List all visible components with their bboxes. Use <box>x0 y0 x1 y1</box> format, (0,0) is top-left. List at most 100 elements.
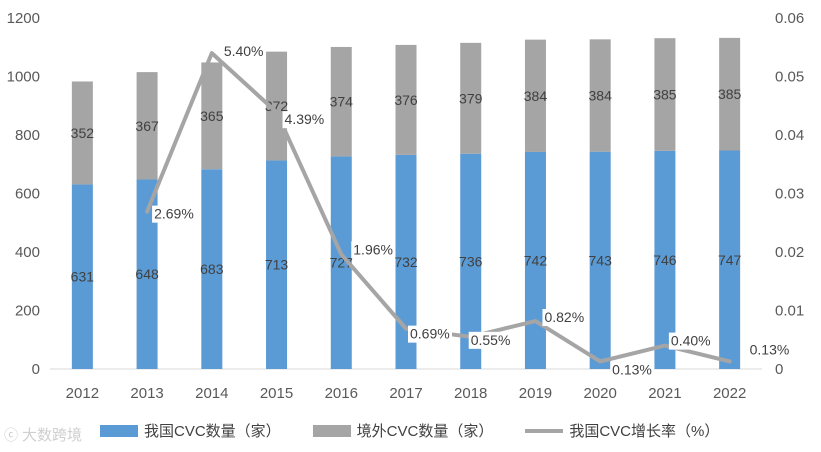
legend-label-growth: 我国CVC增长率（%） <box>569 423 720 440</box>
bar-domestic <box>524 151 546 369</box>
watermark-text: 大数跨境 <box>22 427 83 444</box>
line-label: 2.69% <box>154 206 194 222</box>
bar-label-overseas: 384 <box>524 88 548 104</box>
bar-overseas <box>524 39 546 152</box>
line-label-bg <box>351 241 396 259</box>
legend-swatch-domestic <box>100 424 138 437</box>
bar-label-domestic: 631 <box>71 269 95 285</box>
line-label: 0.82% <box>544 309 584 325</box>
y-tick-label: 600 <box>15 186 40 203</box>
y2-tick-label: 0 <box>775 361 783 378</box>
line-label: 0.69% <box>410 326 450 342</box>
bar-label-domestic: 713 <box>265 257 289 273</box>
legend-item-domestic: 我国CVC数量（家） <box>100 420 281 441</box>
legend-swatch-overseas <box>312 424 351 437</box>
line-label: 0.55% <box>471 332 511 348</box>
y-tick-label: 1000 <box>7 69 40 86</box>
bar-overseas <box>330 46 352 157</box>
bar-label-overseas: 385 <box>653 86 677 102</box>
bar-label-domestic: 747 <box>718 252 742 268</box>
y-tick-label: 1200 <box>7 10 40 27</box>
bar-overseas <box>395 44 417 155</box>
line-label-bg <box>221 43 266 61</box>
y2-tick-label: 0.01 <box>775 303 804 320</box>
watermark: ⓒ 大数跨境 <box>4 424 82 445</box>
watermark-icon: ⓒ <box>4 427 18 443</box>
x-tick-label: 2015 <box>260 385 293 402</box>
bar-label-domestic: 648 <box>135 266 159 282</box>
line-label-bg <box>747 341 792 359</box>
line-label-bg <box>668 332 713 350</box>
line-label: 0.13% <box>612 361 652 377</box>
bar-label-overseas: 367 <box>135 118 159 134</box>
y-tick-label: 0 <box>32 361 40 378</box>
x-tick-label: 2013 <box>130 385 163 402</box>
line-label: 0.13% <box>750 341 790 357</box>
line-label-bg <box>408 325 452 343</box>
bar-domestic <box>589 151 611 369</box>
x-tick-label: 2017 <box>389 385 422 402</box>
line-label: 5.40% <box>224 43 264 59</box>
bar-label-overseas: 384 <box>589 88 613 104</box>
x-tick-label: 2018 <box>454 385 487 402</box>
line-label: 0.40% <box>671 333 711 349</box>
bar-overseas <box>654 38 676 151</box>
x-tick-label: 2014 <box>195 385 228 402</box>
legend: 我国CVC数量（家） 境外CVC数量（家） 我国CVC增长率（%） <box>100 420 751 441</box>
bar-label-domestic: 732 <box>394 254 418 270</box>
bar-label-domestic: 746 <box>653 252 677 268</box>
bar-domestic <box>71 184 93 369</box>
bar-domestic <box>266 160 288 369</box>
bar-domestic <box>395 154 417 369</box>
bar-label-domestic: 742 <box>524 252 548 268</box>
bar-label-overseas: 372 <box>265 98 289 114</box>
bar-label-domestic: 743 <box>589 252 613 268</box>
bar-label-overseas: 352 <box>71 125 95 141</box>
bar-domestic <box>136 179 158 369</box>
x-tick-label: 2016 <box>325 385 358 402</box>
bar-domestic <box>460 153 482 369</box>
bar-domestic <box>201 169 223 369</box>
legend-item-growth: 我国CVC增长率（%） <box>525 420 719 441</box>
x-tick-label: 2022 <box>713 385 746 402</box>
y2-tick-label: 0.06 <box>775 10 804 27</box>
y-tick-label: 200 <box>15 303 40 320</box>
bar-label-domestic: 736 <box>459 253 483 269</box>
line-label-bg <box>542 309 587 327</box>
legend-label-domestic: 我国CVC数量（家） <box>144 423 281 440</box>
y-tick-label: 800 <box>15 127 40 144</box>
line-label-bg <box>468 331 513 349</box>
bar-overseas <box>589 39 611 152</box>
y2-tick-label: 0.04 <box>775 127 804 144</box>
x-tick-label: 2012 <box>66 385 99 402</box>
bar-overseas <box>266 51 288 161</box>
bar-overseas <box>201 62 223 170</box>
bar-label-overseas: 374 <box>330 94 354 110</box>
y-tick-label: 400 <box>15 244 40 261</box>
bar-domestic <box>719 150 741 369</box>
x-tick-label: 2019 <box>519 385 552 402</box>
legend-label-overseas: 境外CVC数量（家） <box>356 423 494 440</box>
bar-overseas <box>136 72 158 180</box>
bar-overseas <box>719 37 741 151</box>
x-tick-label: 2021 <box>648 385 681 402</box>
bar-overseas <box>71 81 93 185</box>
bar-domestic <box>330 156 352 369</box>
line-label-bg <box>610 361 655 379</box>
y2-tick-label: 0.05 <box>775 69 804 86</box>
y2-tick-label: 0.03 <box>775 186 804 203</box>
bar-label-overseas: 376 <box>394 92 418 108</box>
bar-label-overseas: 365 <box>200 108 224 124</box>
legend-swatch-growth <box>525 428 564 433</box>
line-label: 1.96% <box>353 241 393 257</box>
bar-label-domestic: 683 <box>200 261 224 277</box>
bar-domestic <box>654 150 676 369</box>
bar-label-overseas: 385 <box>718 86 742 102</box>
bar-overseas <box>460 42 482 154</box>
line-label-bg <box>282 111 327 129</box>
legend-item-overseas: 境外CVC数量（家） <box>312 420 494 441</box>
x-tick-label: 2020 <box>583 385 616 402</box>
growth-line <box>145 51 732 364</box>
line-label: 4.39% <box>285 111 325 127</box>
